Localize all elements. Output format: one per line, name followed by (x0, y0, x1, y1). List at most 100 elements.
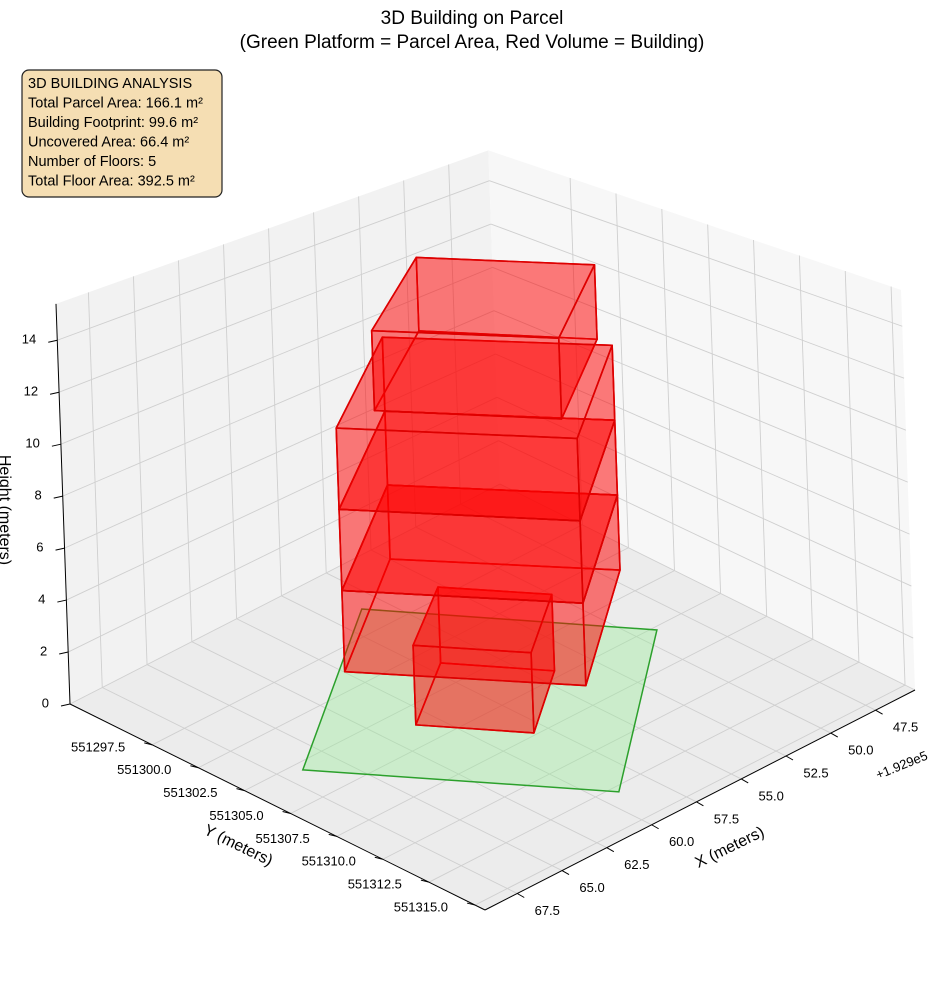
x-tick-label: 57.5 (714, 811, 739, 826)
floor-side (338, 508, 584, 604)
x-tick (875, 709, 883, 715)
grid-line (492, 266, 907, 431)
x-tick (561, 870, 570, 876)
y-tick-label: 551310.0 (302, 854, 356, 869)
floor-side (370, 329, 563, 420)
grid-line (493, 310, 908, 483)
x-axis-label: X (meters) (693, 824, 768, 872)
z-tick (49, 391, 60, 395)
parcel (301, 608, 658, 793)
chart-subtitle: (Green Platform = Parcel Area, Red Volum… (240, 32, 705, 53)
y-tick-label: 551315.0 (394, 899, 448, 914)
grid-line (661, 209, 675, 571)
grid-line (146, 664, 563, 871)
axes: 47.5 50.0 52.5 55.0 57.5 60.0 62.5 65.0 67.5 5512… (22, 303, 918, 918)
z-axis-label: Height (meters) (0, 455, 13, 565)
back-pane-left (56, 150, 500, 704)
y-tick-label: 551312.5 (348, 877, 402, 892)
z-tick-label: 8 (34, 488, 41, 503)
x-tick-label: 65.0 (579, 880, 604, 895)
grid-line (57, 180, 490, 341)
grid-line (496, 396, 912, 587)
x-tick-label: 52.5 (803, 765, 828, 780)
grid-line (152, 524, 583, 746)
z-tick (51, 443, 62, 447)
z-tick-label: 6 (36, 540, 43, 555)
z-tick-label: 2 (40, 643, 47, 658)
grid-line (60, 266, 493, 445)
x-tick (696, 801, 704, 807)
grid-line (67, 440, 499, 653)
panes (56, 150, 915, 910)
grid-line (178, 260, 193, 642)
floor-side (412, 644, 535, 734)
z-tick-label: 10 (25, 436, 39, 451)
y-tick-label: 551297.5 (71, 739, 125, 754)
x-tick (651, 824, 659, 830)
grid-line (415, 526, 831, 734)
x-tick-label: 47.5 (893, 720, 918, 735)
grid-line (69, 483, 501, 705)
grid-line (336, 615, 767, 837)
grid-line (495, 353, 910, 535)
y-tick-label: 551302.5 (163, 785, 217, 800)
annotation-line: 3D BUILDING ANALYSIS (28, 76, 192, 92)
z-tick (59, 651, 69, 655)
annotation-line: Total Floor Area: 392.5 m² (28, 173, 195, 189)
floor-side (341, 589, 587, 687)
grid-line (244, 570, 675, 792)
y-tick-label: 551300.0 (117, 762, 171, 777)
chart-title: 3D Building on Parcel (381, 8, 564, 29)
z-tick-label: 14 (22, 332, 36, 347)
x-offset-label: +1.929e5 (873, 748, 929, 782)
grid-line (87, 292, 103, 688)
grid-line (890, 286, 906, 686)
grid-line (474, 684, 906, 906)
grid-line (498, 440, 914, 639)
annotation-background (21, 69, 223, 198)
grid-line (236, 618, 652, 826)
y-tick-label: 551307.5 (255, 831, 309, 846)
grid-line (489, 180, 903, 327)
x-tick (785, 755, 794, 761)
z-tick (57, 599, 67, 603)
x-tick-label: 60.0 (669, 834, 694, 849)
annotation-box: 3D BUILDING ANALYSIS Total Parcel Area: 1… (21, 69, 223, 198)
z-tick (55, 547, 65, 551)
grid-line (798, 255, 814, 640)
annotation-line: Uncovered Area: 66.4 m² (28, 134, 189, 150)
grid-line (499, 483, 916, 691)
grid-line (403, 180, 417, 528)
grid-line (268, 228, 282, 596)
z-tick-label: 0 (42, 695, 49, 710)
x-tick-label: 62.5 (624, 857, 649, 872)
floor-side (335, 427, 581, 522)
x-tick (740, 778, 749, 784)
grid-line (64, 353, 496, 549)
grid-line (191, 641, 608, 849)
grid-line (490, 223, 905, 379)
grid-line (223, 244, 238, 619)
y-tick-label: 551305.0 (209, 808, 263, 823)
x-tick-label: 67.5 (535, 903, 560, 918)
grid-line (753, 240, 768, 617)
grid-line (370, 549, 787, 757)
x-tick (830, 732, 839, 738)
x-axis-line (484, 689, 916, 911)
floor-pane (70, 484, 915, 910)
grid-line (58, 223, 492, 393)
grid-line (62, 310, 495, 497)
x-tick (606, 847, 615, 853)
y-axis-line (69, 703, 486, 911)
grid-line (844, 271, 860, 663)
marks (301, 256, 658, 793)
grid-line (460, 503, 876, 711)
grid-line (569, 178, 583, 525)
z-tick-label: 12 (24, 384, 38, 399)
grid-line (281, 595, 697, 803)
annotation-line: Building Footprint: 99.6 m² (28, 115, 198, 131)
annotation-line: Number of Floors: 5 (28, 154, 156, 170)
z-tick-label: 4 (38, 592, 45, 607)
grid-line (313, 212, 327, 573)
